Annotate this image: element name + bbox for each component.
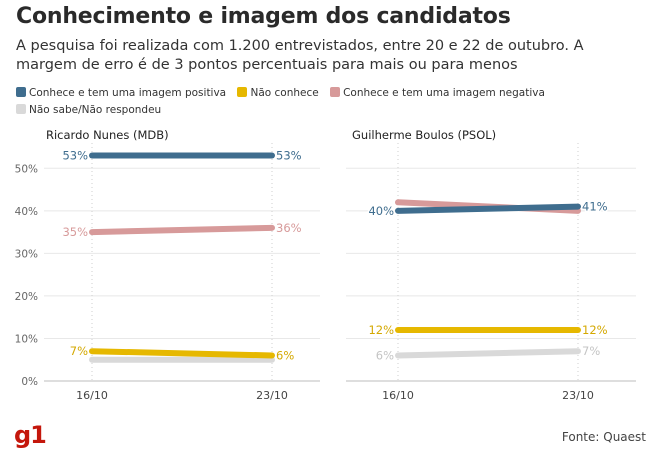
y-tick-label: 50%	[15, 163, 38, 175]
legend-label: Conhece e tem uma imagem negativa	[343, 87, 545, 99]
data-label: 6%	[376, 348, 394, 362]
data-label: 40%	[368, 204, 394, 218]
x-tick-label: 16/10	[76, 389, 108, 402]
data-label: 12%	[368, 323, 394, 337]
y-tick-label: 20%	[15, 291, 38, 303]
data-label: 12%	[582, 323, 608, 337]
y-tick-label: 0%	[21, 376, 38, 388]
panel-title-nunes: Ricardo Nunes (MDB)	[46, 128, 169, 142]
data-label: 7%	[582, 344, 600, 358]
legend: Conhece e tem uma imagem positiva Não co…	[16, 85, 636, 119]
data-label: 53%	[62, 149, 88, 163]
data-label: 53%	[276, 149, 302, 163]
x-tick-label: 23/10	[562, 389, 594, 402]
series-line	[395, 348, 581, 359]
series-line	[89, 348, 275, 359]
data-label: 7%	[70, 344, 88, 358]
data-label: 36%	[276, 221, 302, 235]
y-tick-label: 40%	[15, 206, 38, 218]
legend-swatch	[16, 104, 26, 114]
legend-swatch	[330, 87, 341, 97]
data-label: 41%	[582, 200, 608, 214]
legend-item-nao-sabe: Não sabe/Não respondeu	[16, 102, 161, 119]
series-line	[395, 203, 581, 214]
chart-title: Conhecimento e imagem dos candidatos	[16, 4, 511, 29]
legend-item-nao-conhece: Não conhece	[237, 85, 319, 102]
legend-label: Conhece e tem uma imagem positiva	[29, 87, 227, 99]
x-tick-label: 23/10	[256, 389, 288, 402]
legend-swatch	[237, 87, 248, 97]
legend-item-negativa: Conhece e tem uma imagem negativa	[330, 85, 545, 102]
data-label: 35%	[62, 225, 88, 239]
legend-item-positiva: Conhece e tem uma imagem positiva	[16, 85, 226, 102]
panel-title-boulos: Guilherme Boulos (PSOL)	[352, 128, 497, 142]
y-tick-label: 30%	[15, 248, 38, 260]
x-tick-label: 16/10	[382, 389, 414, 402]
series-line	[89, 224, 275, 236]
legend-label: Não sabe/Não respondeu	[29, 104, 162, 116]
y-tick-label: 10%	[15, 333, 38, 345]
legend-swatch	[16, 87, 26, 97]
data-label: 6%	[276, 348, 294, 362]
chart-subtitle: A pesquisa foi realizada com 1.200 entre…	[16, 38, 584, 73]
legend-label: Não conhece	[250, 87, 319, 99]
source-note: Fonte: Quaest	[561, 430, 646, 444]
g1-logo: g1	[14, 421, 47, 449]
